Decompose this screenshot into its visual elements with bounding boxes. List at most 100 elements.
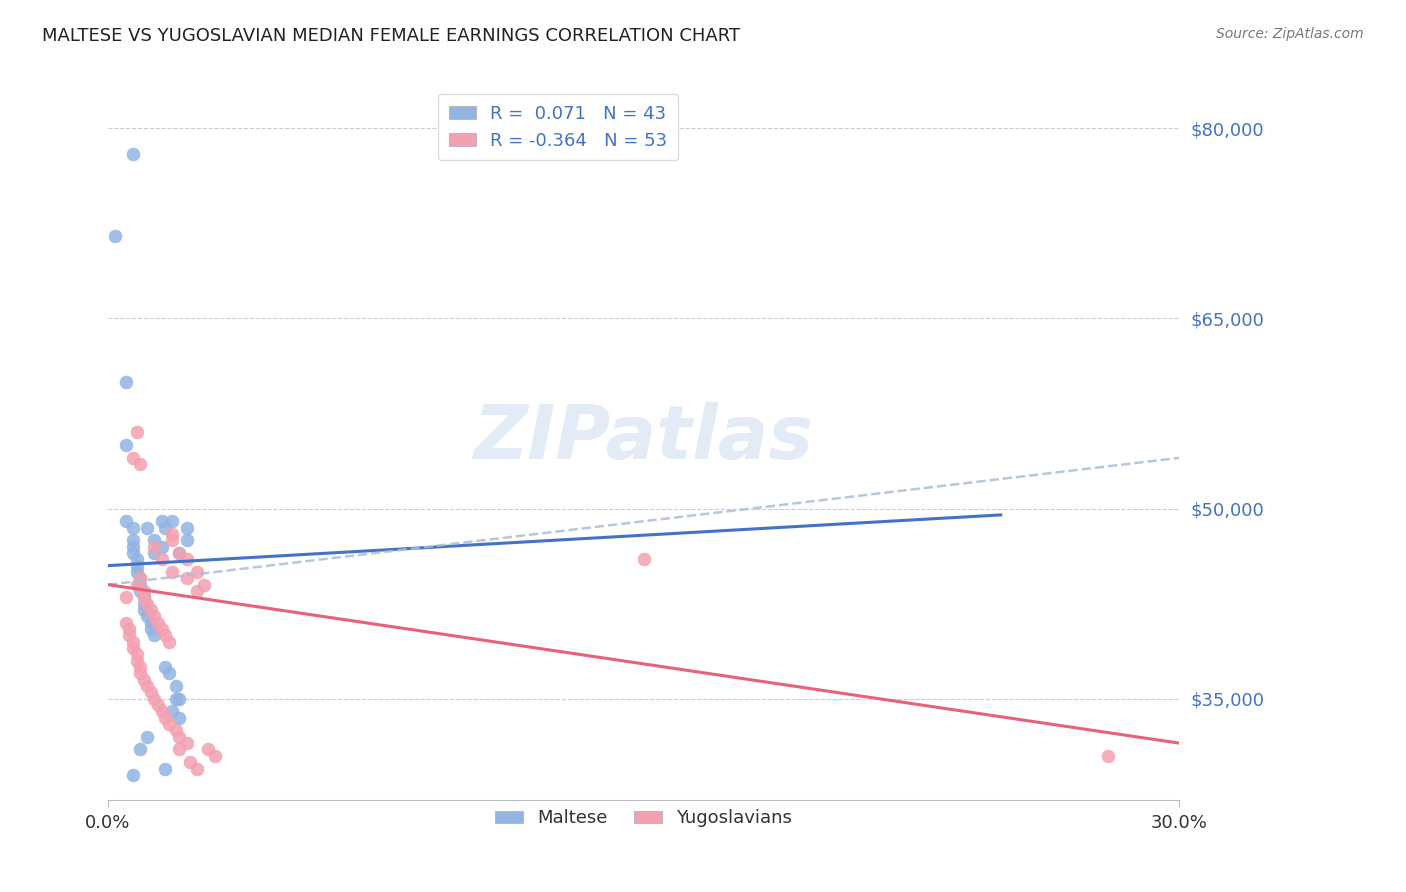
Point xyxy=(153,711,176,725)
Point xyxy=(150,552,173,566)
Point xyxy=(125,577,148,591)
Point xyxy=(157,634,180,648)
Point xyxy=(150,622,173,636)
Point xyxy=(129,457,152,471)
Point xyxy=(153,520,176,534)
Point xyxy=(125,552,148,566)
Point xyxy=(118,628,141,642)
Point xyxy=(129,660,152,674)
Point xyxy=(153,762,176,776)
Point xyxy=(146,615,169,630)
Point xyxy=(143,540,166,554)
Point xyxy=(129,571,152,585)
Point xyxy=(122,546,145,560)
Point xyxy=(129,584,152,599)
Point xyxy=(122,540,145,554)
Point xyxy=(118,622,141,636)
Point xyxy=(132,673,155,687)
Point xyxy=(136,520,159,534)
Point xyxy=(150,705,173,719)
Point xyxy=(136,679,159,693)
Point xyxy=(193,577,215,591)
Point xyxy=(150,540,173,554)
Point xyxy=(139,603,162,617)
Point xyxy=(122,450,145,465)
Point xyxy=(139,622,162,636)
Point xyxy=(169,730,191,744)
Point xyxy=(169,711,191,725)
Point xyxy=(169,691,191,706)
Point xyxy=(633,552,655,566)
Point xyxy=(125,558,148,573)
Point xyxy=(162,533,184,548)
Point xyxy=(176,533,198,548)
Point xyxy=(157,717,180,731)
Point xyxy=(143,628,166,642)
Point xyxy=(122,520,145,534)
Point xyxy=(169,742,191,756)
Point xyxy=(143,691,166,706)
Point xyxy=(132,603,155,617)
Point xyxy=(176,571,198,585)
Point xyxy=(157,666,180,681)
Point xyxy=(122,533,145,548)
Point xyxy=(162,514,184,528)
Point xyxy=(143,533,166,548)
Point xyxy=(129,742,152,756)
Point xyxy=(125,565,148,579)
Point xyxy=(153,628,176,642)
Text: ZIPatlas: ZIPatlas xyxy=(474,402,814,475)
Point xyxy=(165,723,187,738)
Point xyxy=(186,762,208,776)
Point xyxy=(197,742,219,756)
Point xyxy=(104,229,127,244)
Point xyxy=(146,698,169,712)
Point xyxy=(136,730,159,744)
Point xyxy=(186,565,208,579)
Point xyxy=(122,146,145,161)
Point xyxy=(169,546,191,560)
Point xyxy=(176,520,198,534)
Point xyxy=(125,425,148,440)
Point xyxy=(129,577,152,591)
Point xyxy=(186,584,208,599)
Point xyxy=(150,514,173,528)
Point xyxy=(153,660,176,674)
Point xyxy=(162,527,184,541)
Point xyxy=(115,514,138,528)
Point xyxy=(179,755,201,769)
Point xyxy=(125,654,148,668)
Point xyxy=(169,546,191,560)
Point xyxy=(122,641,145,656)
Point xyxy=(122,634,145,648)
Text: Source: ZipAtlas.com: Source: ZipAtlas.com xyxy=(1216,27,1364,41)
Point xyxy=(162,705,184,719)
Point xyxy=(139,685,162,699)
Point xyxy=(143,609,166,624)
Point xyxy=(132,597,155,611)
Point xyxy=(143,546,166,560)
Point xyxy=(132,591,155,605)
Point xyxy=(165,691,187,706)
Point xyxy=(115,615,138,630)
Point xyxy=(115,375,138,389)
Point xyxy=(162,565,184,579)
Point xyxy=(129,571,152,585)
Text: MALTESE VS YUGOSLAVIAN MEDIAN FEMALE EARNINGS CORRELATION CHART: MALTESE VS YUGOSLAVIAN MEDIAN FEMALE EAR… xyxy=(42,27,741,45)
Point xyxy=(122,768,145,782)
Point xyxy=(176,736,198,750)
Point xyxy=(204,748,226,763)
Point xyxy=(132,591,155,605)
Point xyxy=(115,438,138,452)
Point xyxy=(132,584,155,599)
Point xyxy=(1097,748,1119,763)
Point xyxy=(125,648,148,662)
Point xyxy=(139,615,162,630)
Legend: Maltese, Yugoslavians: Maltese, Yugoslavians xyxy=(488,802,799,835)
Point xyxy=(136,597,159,611)
Point xyxy=(115,591,138,605)
Point xyxy=(176,552,198,566)
Point xyxy=(129,666,152,681)
Point xyxy=(165,679,187,693)
Point xyxy=(136,609,159,624)
